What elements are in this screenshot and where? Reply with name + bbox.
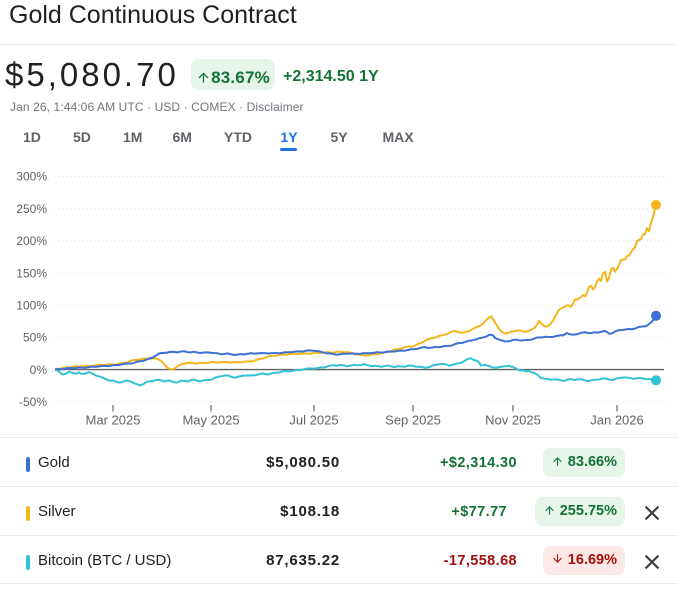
svg-text:Jul 2025: Jul 2025 bbox=[289, 413, 338, 428]
svg-text:250%: 250% bbox=[16, 202, 47, 216]
svg-text:Jan 2026: Jan 2026 bbox=[590, 413, 644, 428]
svg-text:Sep 2025: Sep 2025 bbox=[385, 413, 441, 428]
svg-text:Mar 2025: Mar 2025 bbox=[86, 413, 141, 428]
svg-text:100%: 100% bbox=[16, 299, 47, 313]
svg-text:300%: 300% bbox=[16, 170, 47, 184]
svg-text:-50%: -50% bbox=[19, 395, 47, 409]
svg-text:200%: 200% bbox=[16, 234, 47, 248]
svg-text:150%: 150% bbox=[16, 266, 47, 280]
svg-text:May 2025: May 2025 bbox=[182, 413, 239, 428]
svg-text:50%: 50% bbox=[23, 331, 47, 345]
svg-text:Nov 2025: Nov 2025 bbox=[485, 413, 541, 428]
svg-text:0%: 0% bbox=[30, 363, 48, 377]
